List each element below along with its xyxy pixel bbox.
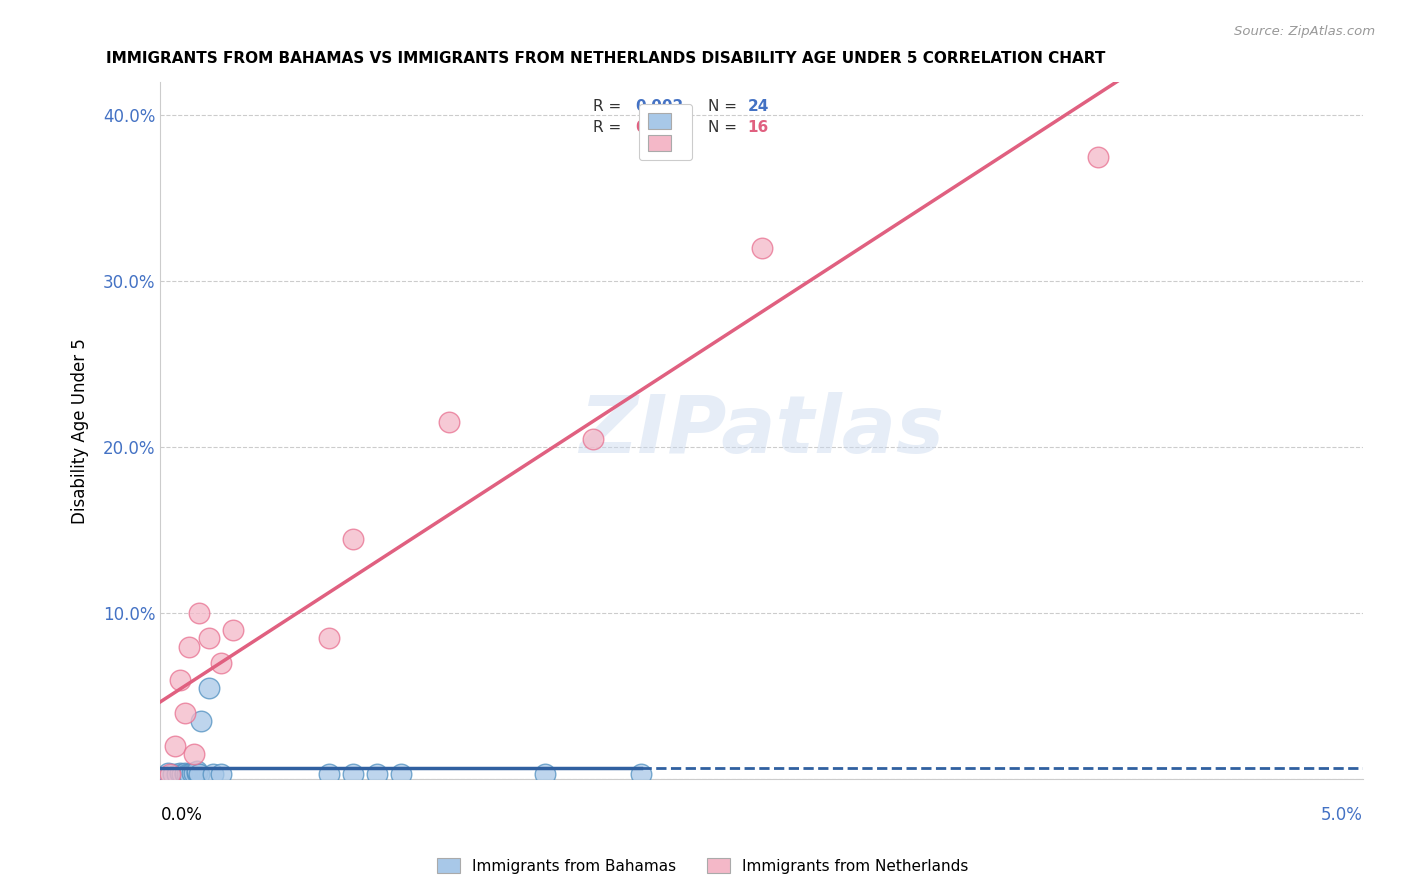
Point [183, 765, 205, 780]
Text: N =: N = [707, 120, 741, 135]
Point [389, 767, 412, 781]
Point [582, 432, 605, 446]
Point [202, 767, 225, 781]
Text: Source: ZipAtlas.com: Source: ZipAtlas.com [1234, 25, 1375, 38]
Point [1087, 150, 1109, 164]
Text: R =: R = [593, 120, 627, 135]
Point [188, 767, 211, 781]
Y-axis label: Disability Age Under 5: Disability Age Under 5 [72, 338, 89, 524]
Text: 24: 24 [747, 99, 769, 114]
Text: 0.002: 0.002 [636, 99, 683, 114]
Point [197, 632, 219, 646]
Point [173, 765, 195, 780]
Point [176, 767, 198, 781]
Text: 5.0%: 5.0% [1322, 805, 1362, 824]
Point [183, 747, 205, 762]
Text: 0.0%: 0.0% [160, 805, 202, 824]
Point [534, 767, 557, 781]
Point [190, 714, 212, 729]
Point [173, 706, 195, 720]
Point [342, 532, 364, 546]
Point [179, 767, 201, 781]
Point [188, 607, 211, 621]
Point [156, 765, 179, 780]
Point [630, 767, 652, 781]
Legend: , : , [638, 103, 692, 161]
Point [163, 739, 186, 754]
Point [169, 673, 191, 687]
Point [366, 767, 388, 781]
Point [209, 656, 232, 670]
Point [186, 764, 208, 778]
Point [318, 632, 340, 646]
Point [162, 767, 184, 781]
Point [197, 681, 219, 695]
Point [318, 767, 340, 781]
Text: ZIPatlas: ZIPatlas [579, 392, 945, 470]
Point [179, 640, 201, 654]
Text: N =: N = [707, 99, 741, 114]
Point [172, 767, 194, 781]
Text: R =: R = [593, 99, 627, 114]
Point [342, 767, 364, 781]
Text: 16: 16 [747, 120, 769, 135]
Point [209, 767, 232, 781]
Point [169, 765, 191, 780]
Point [186, 765, 208, 780]
Point [437, 416, 460, 430]
Point [221, 623, 243, 637]
Point [166, 767, 188, 781]
Point [173, 767, 195, 781]
Text: IMMIGRANTS FROM BAHAMAS VS IMMIGRANTS FROM NETHERLANDS DISABILITY AGE UNDER 5 CO: IMMIGRANTS FROM BAHAMAS VS IMMIGRANTS FR… [107, 51, 1105, 66]
Point [180, 765, 202, 780]
Point [751, 241, 773, 255]
Point [159, 767, 181, 781]
Legend: Immigrants from Bahamas, Immigrants from Netherlands: Immigrants from Bahamas, Immigrants from… [432, 852, 974, 880]
Text: 0.837: 0.837 [636, 120, 683, 135]
